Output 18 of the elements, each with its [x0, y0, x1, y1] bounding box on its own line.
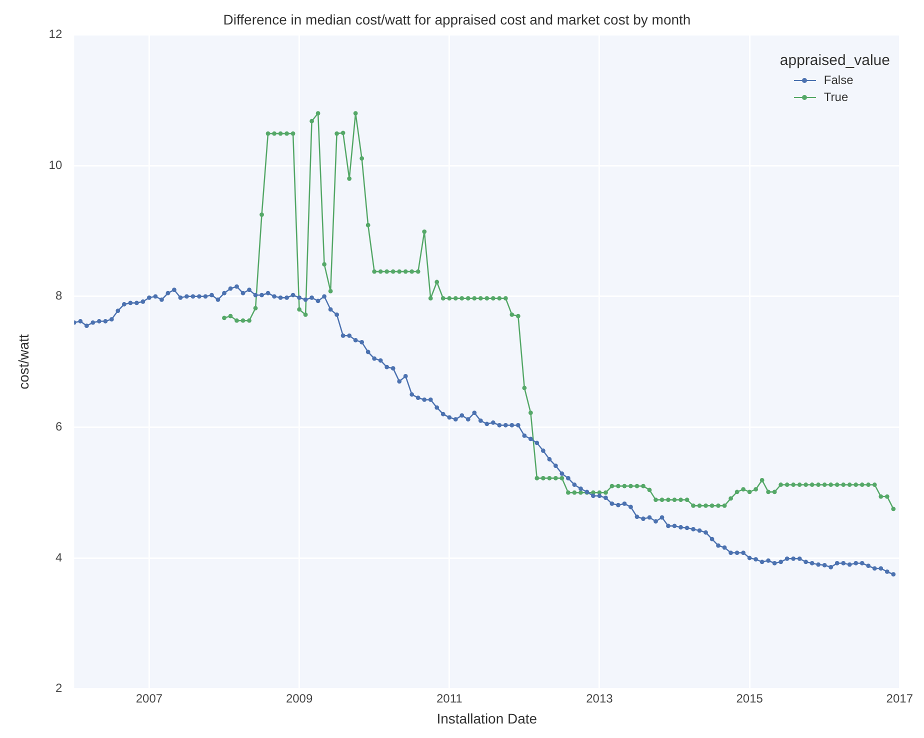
legend-label: True [824, 89, 848, 106]
x-tick-label: 2013 [586, 691, 614, 706]
x-tick-label: 2007 [136, 691, 163, 706]
y-tick-label: 4 [55, 550, 62, 564]
x-tick-label: 2015 [736, 691, 764, 706]
y-tick-label: 2 [55, 681, 62, 696]
legend-label: False [824, 72, 854, 89]
x-tick-label: 2017 [886, 691, 914, 706]
y-tick-label: 6 [55, 420, 62, 434]
chart-title: Difference in median cost/watt for appraised cost and market cost by month [223, 11, 691, 28]
x-axis-title: Installation Date [436, 710, 538, 726]
y-tick-label: 8 [55, 288, 62, 303]
legend-title: appraised_value [780, 52, 890, 69]
x-tick-label: 2011 [436, 691, 463, 706]
y-tick-label: 10 [48, 158, 62, 172]
x-tick-label: 2009 [286, 691, 313, 706]
y-axis-title: cost/watt [15, 334, 32, 390]
y-tick-label: 12 [48, 27, 62, 42]
